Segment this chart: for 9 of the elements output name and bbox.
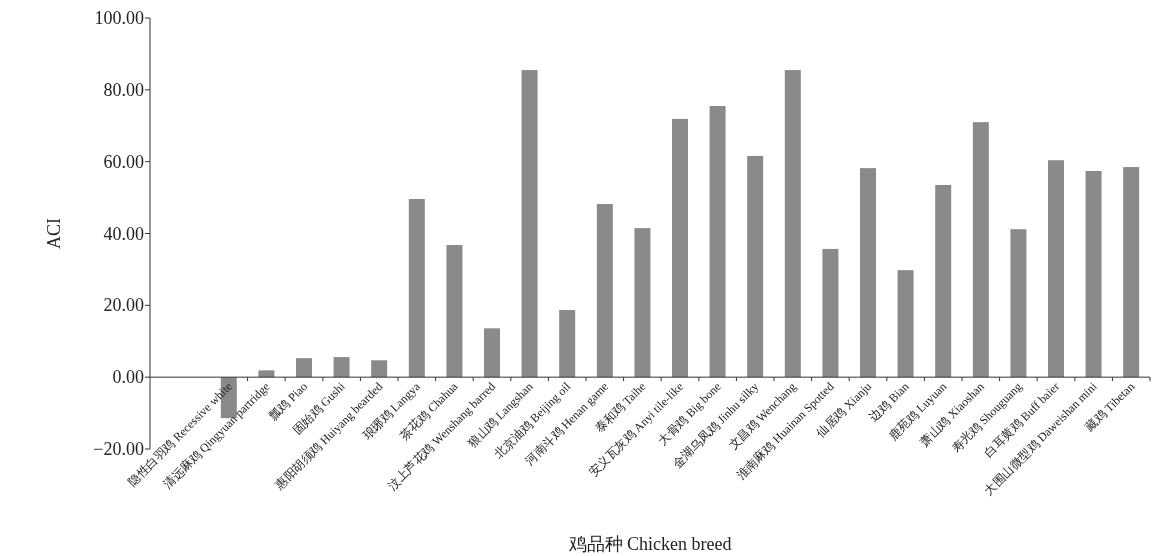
x-axis-title: 鸡品种 Chicken breed xyxy=(567,534,732,554)
y-tick-label: 100.00 xyxy=(94,8,144,28)
y-tick-label: 0.00 xyxy=(112,367,144,388)
y-tick-label: 80.00 xyxy=(103,79,144,100)
y-tick-label: 20.00 xyxy=(103,295,144,316)
y-tick-label: −20.00 xyxy=(93,439,144,459)
y-tick-label: 60.00 xyxy=(103,151,144,172)
y-tick-label: 40.00 xyxy=(103,223,144,244)
y-axis-title: ACI xyxy=(44,218,64,249)
